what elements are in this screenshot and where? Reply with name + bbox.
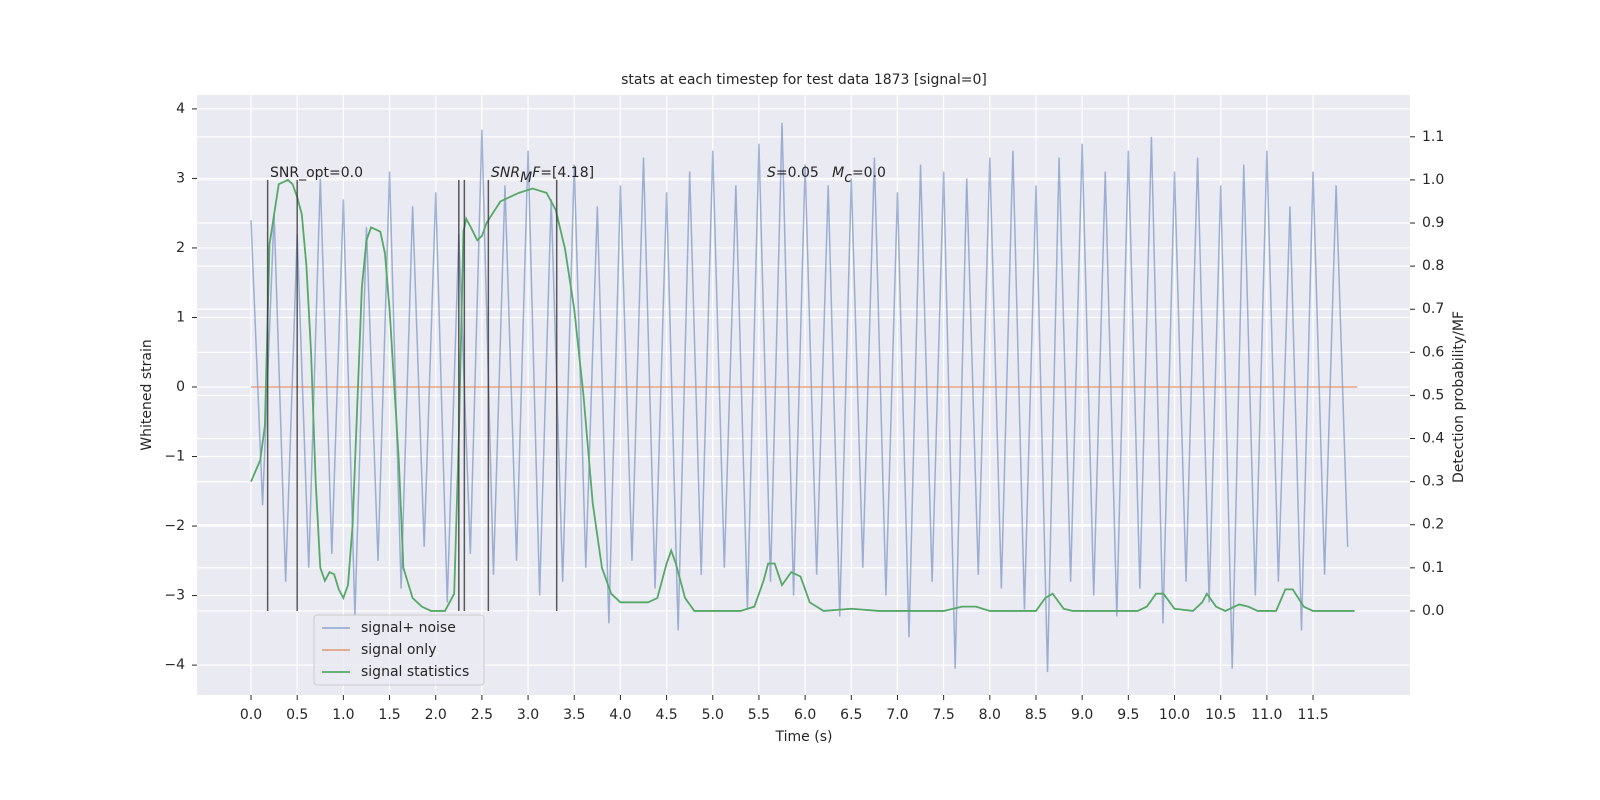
y2-tick-label: 0.3 xyxy=(1422,474,1444,490)
x-tick-label: 1.5 xyxy=(378,707,400,723)
legend-label: signal only xyxy=(361,642,436,658)
annotation-part: S xyxy=(767,165,776,181)
annotation: SNR_opt=0.0 xyxy=(270,165,363,181)
x-tick-label: 6.0 xyxy=(794,707,816,723)
x-tick-label: 8.5 xyxy=(1025,707,1047,723)
x-tick-label: 9.0 xyxy=(1071,707,1093,723)
legend-box xyxy=(313,614,485,686)
y-tick-label: 2 xyxy=(176,240,185,256)
x-tick-label: 4.0 xyxy=(609,707,631,723)
x-tick-label: 1.0 xyxy=(332,707,354,723)
annotation-part: SNR_opt=0.0 xyxy=(270,165,363,181)
x-tick-label: 7.5 xyxy=(933,707,955,723)
y2-tick-label: 0.2 xyxy=(1422,517,1444,533)
series-line xyxy=(250,178,1355,612)
x-tick-label: 9.5 xyxy=(1117,707,1139,723)
x-tick-label: 5.0 xyxy=(702,707,724,723)
x-axis-label: Time (s) xyxy=(775,729,833,745)
x-tick-label: 2.5 xyxy=(471,707,493,723)
legend-label: signal statistics xyxy=(361,664,469,680)
chart-title: stats at each timestep for test data 187… xyxy=(621,72,987,88)
y2-tick-label: 0.1 xyxy=(1422,560,1444,576)
annotation-part: M xyxy=(832,165,844,181)
x-tick-label: 6.5 xyxy=(840,707,862,723)
y2-tick-label: 0.6 xyxy=(1422,344,1444,360)
x-tick-label: 7.0 xyxy=(886,707,908,723)
y-tick-label: −1 xyxy=(164,449,185,465)
legend: signal+ noise signal only signal statistic… xyxy=(313,614,485,686)
annotation-part: c xyxy=(844,170,852,186)
y2-tick-label: 0.9 xyxy=(1422,215,1444,231)
y2-tick-label: 1.1 xyxy=(1422,129,1444,145)
y-tick-label: 0 xyxy=(176,379,185,395)
x-tick-label: 2.0 xyxy=(425,707,447,723)
y-tick-label: 3 xyxy=(176,170,185,186)
y2-tick-label: 0.7 xyxy=(1422,301,1444,317)
y2-tick-label: 0.0 xyxy=(1422,603,1444,619)
y-tick-label: 4 xyxy=(176,101,185,117)
x-tick-label: 0.5 xyxy=(286,707,308,723)
y-tick-label: −3 xyxy=(164,588,185,604)
x-tick-label: 10.5 xyxy=(1205,707,1236,723)
annotation: SNRMF=[4.18] xyxy=(491,165,594,186)
x-tick-label: 11.5 xyxy=(1297,707,1328,723)
legend-label: signal+ noise xyxy=(361,620,456,636)
x-tick-label: 11.0 xyxy=(1251,707,1282,723)
annotation-part: =0.05 xyxy=(776,165,832,181)
annotation-part: SNR xyxy=(491,165,520,181)
annotation-part: M xyxy=(520,170,532,186)
y-tick-label: −2 xyxy=(164,518,185,534)
annotation-part: =[4.18] xyxy=(540,165,594,181)
x-tick-label: 10.0 xyxy=(1159,707,1190,723)
y-tick-label: −4 xyxy=(164,657,185,673)
series-line xyxy=(250,122,1349,673)
y-axis-label: Whitened strain xyxy=(139,339,155,450)
x-tick-label: 3.5 xyxy=(563,707,585,723)
x-tick-label: 5.5 xyxy=(748,707,770,723)
y2-tick-label: 0.8 xyxy=(1422,258,1444,274)
annotation: S=0.05 Mc=0.0 xyxy=(767,165,886,186)
x-tick-label: 3.0 xyxy=(517,707,539,723)
y-tick-label: 1 xyxy=(176,309,185,325)
y2-axis-label: Detection probability/MF xyxy=(1451,311,1467,483)
annotation-part: =0.0 xyxy=(852,165,886,181)
x-tick-label: 4.5 xyxy=(655,707,677,723)
y2-tick-label: 0.4 xyxy=(1422,431,1444,447)
y2-tick-label: 0.5 xyxy=(1422,387,1444,403)
x-tick-label: 8.0 xyxy=(979,707,1001,723)
x-tick-label: 0.0 xyxy=(240,707,262,723)
y2-tick-label: 1.0 xyxy=(1422,172,1444,188)
annotation-part: F xyxy=(532,165,541,181)
